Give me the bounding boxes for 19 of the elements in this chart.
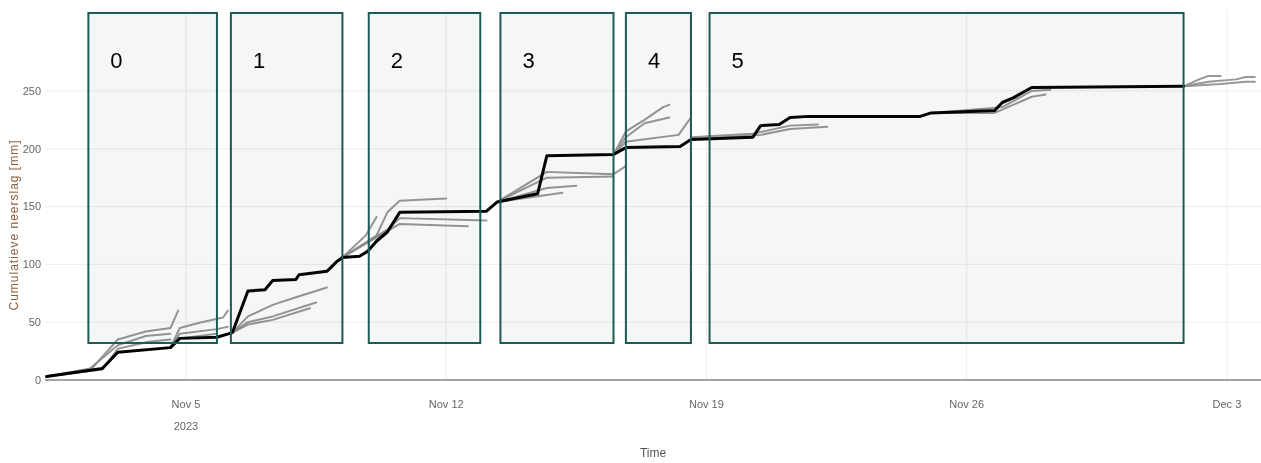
y-tick-label: 200	[22, 142, 41, 155]
y-tick-label: 0	[34, 373, 41, 386]
y-tick-label: 100	[22, 258, 41, 271]
band-label: 4	[647, 48, 661, 73]
x-tick-label: Nov 12	[428, 398, 464, 410]
band-label: 3	[522, 48, 535, 73]
band-label: 5	[731, 48, 744, 73]
y-tick-label: 50	[28, 316, 41, 329]
y-tick-label: 250	[22, 84, 41, 97]
band-label: 2	[390, 48, 403, 73]
x-axis-title: Time	[639, 446, 667, 460]
y-tick-label: 150	[22, 200, 41, 213]
x-tick-label: Nov 26	[949, 398, 985, 410]
x-tick-label: Dec 3	[1212, 398, 1242, 410]
x-tick-label: Nov 5 2023	[171, 398, 201, 432]
band-label: 0	[110, 48, 123, 73]
x-tick-label: Nov 19	[689, 398, 724, 410]
y-axis-title: Cumulatieve neerslag [mm]	[7, 139, 21, 311]
band-label: 1	[252, 48, 266, 73]
